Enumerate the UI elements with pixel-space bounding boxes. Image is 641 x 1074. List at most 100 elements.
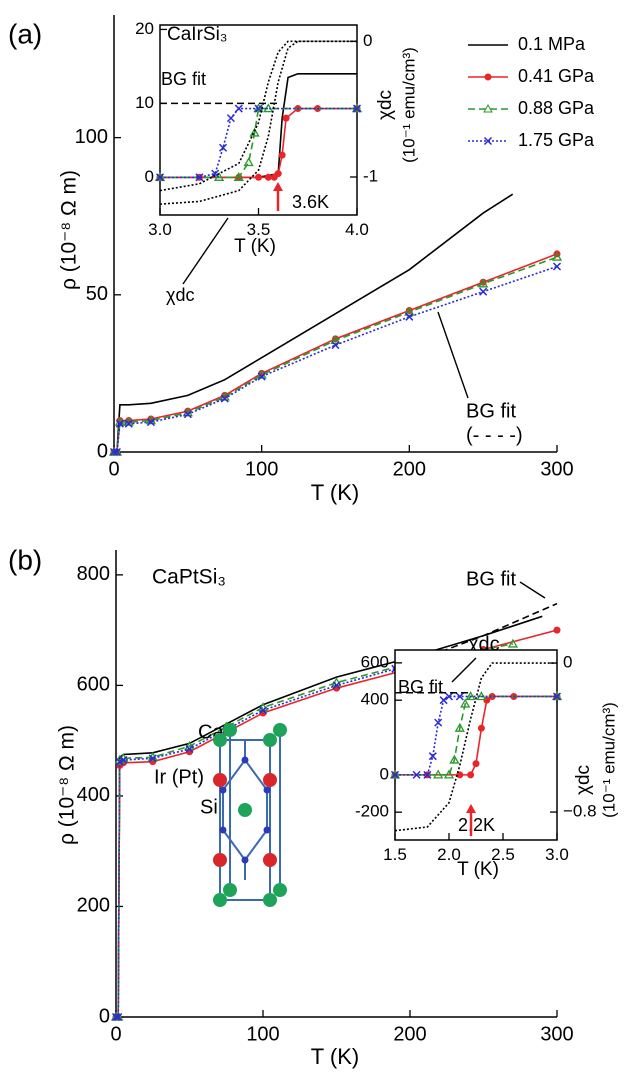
series-line [159, 40, 357, 205]
arrow-head [273, 182, 283, 191]
point [460, 698, 471, 708]
y-tick-label: 800 [77, 563, 110, 585]
structure-atom [219, 826, 227, 834]
point [278, 151, 286, 159]
point [111, 1012, 121, 1022]
y-axis-label: ρ (10⁻⁸ Ω m) [58, 170, 81, 290]
point [233, 171, 244, 181]
x-tick-label: 3.0 [148, 220, 172, 239]
series-line [116, 668, 396, 1018]
point [249, 127, 260, 137]
point [257, 372, 266, 381]
point [148, 754, 157, 763]
inset-frame [394, 649, 558, 841]
point [155, 173, 165, 182]
series-line [116, 643, 514, 1018]
annotation: (- - - -) [466, 424, 523, 446]
legend-marker [483, 103, 493, 113]
x-tick-label: 200 [393, 1023, 426, 1045]
y2-axis-unit: (10⁻¹ emu/cm³) [599, 702, 618, 818]
annotation: BG fit [161, 69, 206, 89]
point [124, 419, 133, 428]
y-tick-label: 50 [86, 283, 108, 305]
annotation: BG fit [466, 568, 516, 590]
point [443, 769, 455, 779]
chart-title: CaIrSi₃ [167, 24, 228, 45]
point [243, 157, 254, 167]
legend-marker [483, 136, 493, 146]
structure-atom [213, 893, 227, 907]
x-tick-label: 3.0 [545, 845, 569, 864]
y-tick-label: 0 [380, 764, 389, 783]
point [465, 691, 476, 701]
x-tick-label: 2.5 [491, 845, 515, 864]
point [477, 724, 485, 732]
leader-line [437, 311, 469, 399]
structure-atom [241, 856, 249, 864]
x-tick-label: 3.5 [247, 220, 271, 239]
x-tick-label: 300 [540, 1023, 573, 1045]
point [404, 306, 415, 316]
point [183, 410, 192, 419]
y-tick-label: 600 [361, 652, 389, 671]
point [115, 419, 124, 428]
point [112, 447, 121, 457]
legend-label: 0.1 MPa [518, 34, 586, 54]
y2-axis-label: χdc [375, 90, 396, 120]
point [444, 692, 454, 701]
y-axis-label: ρ (10⁻⁸ Ω m) [56, 725, 79, 845]
panel-label: (b) [8, 544, 42, 575]
legend-label: 1.75 GPa [518, 130, 595, 150]
point [390, 770, 400, 779]
structure-atom [263, 786, 271, 794]
point [352, 104, 362, 113]
structure-atom [219, 786, 227, 794]
point [234, 104, 243, 113]
point [472, 760, 480, 768]
chart-title: CaPtSi₃ [152, 566, 226, 589]
point [253, 103, 264, 113]
y2-tick-label: -1 [363, 166, 378, 185]
structure-bond [222, 829, 246, 861]
y-tick-label: 600 [77, 674, 110, 696]
point [467, 771, 475, 779]
leader-line [519, 581, 546, 599]
annotation: Ir (Pt) [154, 766, 204, 788]
structure-atom [263, 893, 277, 907]
point [226, 114, 235, 123]
series-line [114, 265, 558, 453]
point [146, 418, 155, 427]
point [423, 770, 432, 779]
point [449, 754, 460, 764]
annotation: BG fit [466, 400, 516, 422]
point [219, 143, 228, 152]
structure-atom [238, 803, 252, 817]
structure-atom [223, 883, 237, 897]
x-tick-label: 0 [110, 1023, 121, 1045]
point [255, 173, 262, 181]
point [331, 341, 340, 350]
panel-label: (a) [8, 18, 42, 49]
series-line [159, 40, 357, 192]
series-line [114, 193, 514, 453]
annotation: χdc [166, 285, 194, 305]
point [551, 251, 563, 261]
point [274, 170, 282, 178]
x-tick-label: 200 [393, 458, 426, 480]
point [195, 173, 204, 182]
structure-bond [222, 759, 246, 791]
annotation: 3.6K [292, 192, 329, 212]
y-tick-label: 100 [75, 126, 108, 148]
x-tick-label: 1.5 [383, 845, 407, 864]
y2-axis-label: χdc [573, 765, 594, 795]
x-axis-label: T (K) [311, 480, 359, 505]
x-axis-label: T (K) [311, 1044, 359, 1069]
annotation: BG fit [398, 677, 443, 697]
point [439, 696, 448, 705]
annotation: Si [200, 796, 218, 818]
structure-bond [244, 829, 268, 861]
series-line [114, 256, 558, 453]
x-tick-label: 0 [108, 458, 119, 480]
point [412, 770, 421, 779]
